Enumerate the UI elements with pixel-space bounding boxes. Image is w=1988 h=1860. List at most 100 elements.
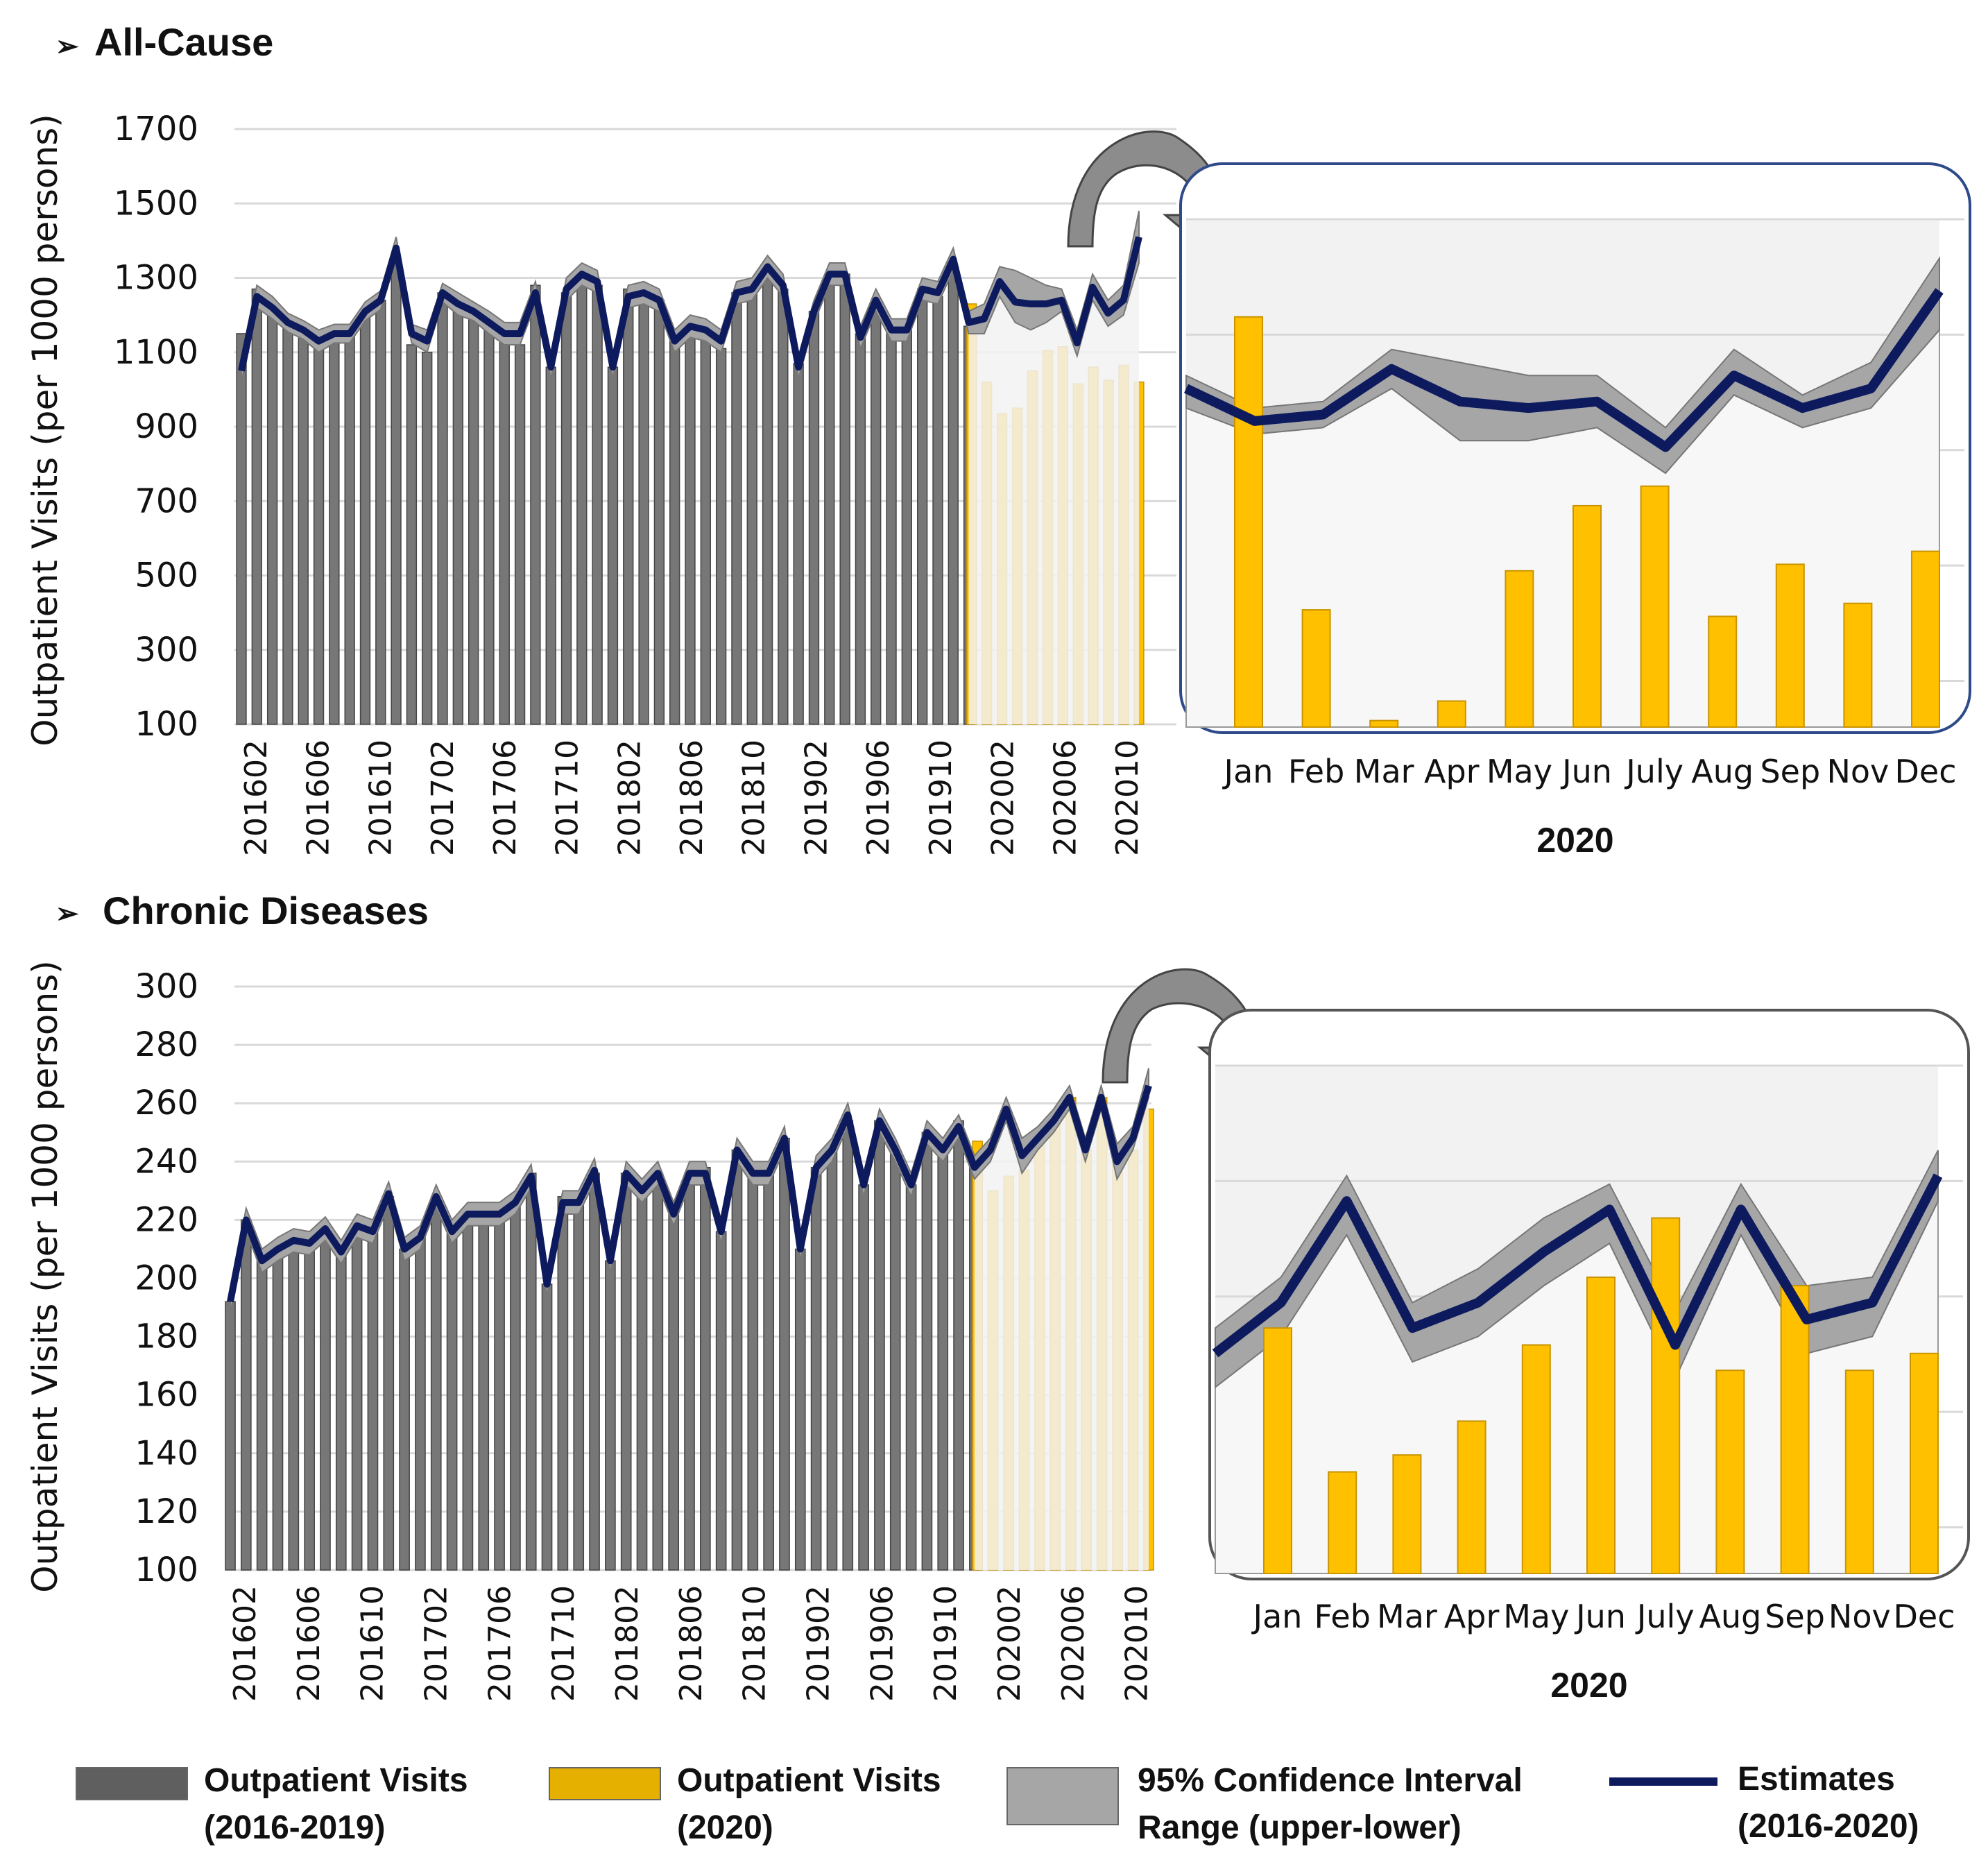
bar-hist xyxy=(794,1248,806,1571)
inset-month-label: July xyxy=(1624,753,1683,790)
x-tick-label: 201806 xyxy=(674,740,710,856)
legend-label: (2016-2019) xyxy=(204,1809,386,1846)
y-tick-label: 700 xyxy=(135,481,198,520)
bar-hist xyxy=(921,1132,933,1571)
inset-bar-2020 xyxy=(1301,609,1331,728)
y-tick-label: 220 xyxy=(135,1200,198,1239)
bar-hist xyxy=(932,296,943,725)
x-tick-label: 201606 xyxy=(301,740,336,856)
x-tick-label: 202006 xyxy=(1047,740,1083,856)
bar-hist xyxy=(514,344,526,725)
y-tick-label: 240 xyxy=(135,1142,198,1181)
bar-hist xyxy=(541,1283,553,1571)
bar-hist xyxy=(430,1196,442,1571)
bar-hist xyxy=(700,1166,711,1571)
bar-hist xyxy=(415,1236,426,1571)
bar-hist xyxy=(288,1236,300,1571)
inset-month-label: Jan xyxy=(1222,753,1274,790)
inset-month-label: Feb xyxy=(1314,1598,1370,1635)
bar-hist xyxy=(576,277,588,725)
y-axis-label: Outpatient Visits (per 1000 persons) xyxy=(25,114,65,746)
inset-month-label: Jan xyxy=(1251,1598,1303,1635)
bar-hist xyxy=(779,1137,790,1571)
bar-hist xyxy=(391,258,402,725)
y-tick-label: 280 xyxy=(135,1025,198,1064)
x-tick-label: 201706 xyxy=(482,1585,517,1702)
ci-shade-2020 xyxy=(974,1068,1149,1570)
bar-hist xyxy=(763,1172,774,1571)
inset-month-label: Aug xyxy=(1699,1598,1761,1635)
legend-swatch xyxy=(549,1767,661,1800)
x-tick-label: 201806 xyxy=(674,1585,709,1702)
inset-month-label: July xyxy=(1635,1598,1695,1635)
inset-bar-2020 xyxy=(1328,1471,1357,1575)
estimate-and-ci xyxy=(238,210,1142,725)
bar-hist xyxy=(653,299,665,725)
inset-bar-2020 xyxy=(1911,550,1940,728)
bar-hist xyxy=(778,288,789,725)
inset-ci-band xyxy=(1215,1150,1939,1389)
y-tick-label: 160 xyxy=(135,1376,198,1415)
x-tick-label: 202006 xyxy=(1056,1585,1091,1702)
bar-hist xyxy=(399,1248,410,1571)
bar-hist xyxy=(452,303,464,725)
inset-bar-2020 xyxy=(1234,316,1263,728)
bar-hist xyxy=(715,348,727,725)
x-tick-label: 202002 xyxy=(986,740,1021,856)
bar-hist xyxy=(889,1149,901,1571)
x-tick-label: 202002 xyxy=(992,1585,1027,1702)
bar-hist xyxy=(468,314,479,725)
y-tick-labels: 100 120 140 160 180 200 220 240 260 280 300 xyxy=(135,967,198,1589)
inset-estimate-line xyxy=(1212,1173,1943,1358)
y-tick-label: 300 xyxy=(135,967,198,1006)
bar-hist xyxy=(824,277,835,725)
bar-hist xyxy=(225,1301,236,1571)
x-tick-label: 201810 xyxy=(737,740,772,856)
y-tick-label: 260 xyxy=(135,1084,198,1123)
bar-hist xyxy=(298,329,309,725)
x-tick-label: 201810 xyxy=(737,1585,773,1702)
inset-month-label: Mar xyxy=(1354,753,1414,790)
x-tick-label: 201902 xyxy=(800,1585,836,1702)
bar-hist xyxy=(901,329,913,725)
bar-hist xyxy=(266,303,278,725)
inset-bar-2020 xyxy=(1780,1285,1810,1574)
inset-bar-2020 xyxy=(1843,602,1873,728)
x-tick-label: 201902 xyxy=(798,740,834,856)
bar-hist xyxy=(793,363,804,725)
arrow-bullet-icon: ➢ xyxy=(55,898,79,929)
inset-year-label: 2020 xyxy=(1550,1666,1627,1705)
x-tick-label: 201906 xyxy=(861,740,896,856)
x-tick-label: 201602 xyxy=(239,740,274,856)
bar-hist xyxy=(636,1184,648,1571)
inset-ci-band xyxy=(1185,255,1940,475)
bar-hist xyxy=(462,1213,474,1571)
bar-hist xyxy=(668,1213,679,1571)
bar-hist xyxy=(916,288,928,725)
legend-swatch xyxy=(76,1767,188,1800)
estimate-line xyxy=(227,1084,1152,1303)
x-tick-label: 201606 xyxy=(291,1585,327,1702)
y-tick-label: 900 xyxy=(135,407,198,446)
inset-bar-2020 xyxy=(1457,1420,1486,1574)
bar-hist xyxy=(839,273,850,725)
legend-label: (2016-2020) xyxy=(1738,1808,1919,1845)
bar-hist xyxy=(948,266,959,725)
ci-shade-2020 xyxy=(968,210,1139,725)
bar-hist xyxy=(478,1213,490,1571)
x-tick-label: 201610 xyxy=(355,1585,391,1702)
inset-bar-2020 xyxy=(1505,570,1534,728)
inset-bar-2020 xyxy=(1715,1370,1745,1574)
x-tick-label: 201706 xyxy=(488,740,523,856)
legend-label: Range (upper-lower) xyxy=(1138,1809,1462,1846)
bar-hist xyxy=(256,1248,268,1571)
inset-bar-2020 xyxy=(1775,563,1805,728)
legend-label: Estimates xyxy=(1738,1761,1895,1798)
bar-hist xyxy=(858,1184,869,1571)
inset-month-label: Nov xyxy=(1827,753,1890,790)
y-tick-label: 100 xyxy=(135,705,198,744)
bar-hist xyxy=(605,1260,616,1571)
y-axis-label: Outpatient Visits (per 1000 persons) xyxy=(25,960,65,1593)
y-tick-labels: 100 300 500 700 900 1100 1300 1500 1700 xyxy=(114,110,198,744)
y-tick-label: 300 xyxy=(135,631,198,669)
